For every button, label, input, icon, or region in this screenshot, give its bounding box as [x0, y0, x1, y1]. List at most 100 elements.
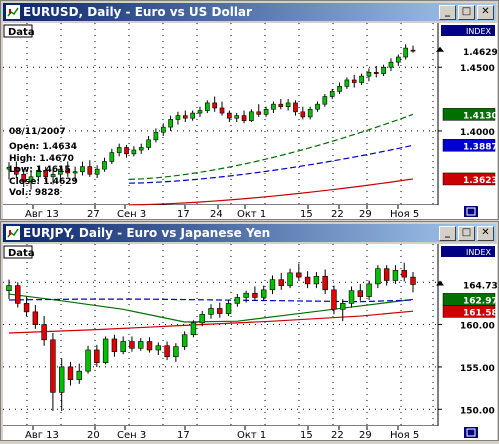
candle-bear: [304, 276, 311, 285]
title-bar[interactable]: EURUSD, Daily - Euro vs US Dollar _ □ ✕: [3, 3, 496, 21]
price-label: 1.4000: [460, 128, 495, 138]
candle-bull: [102, 338, 109, 363]
candle-bull: [102, 161, 107, 170]
candle-bull: [234, 297, 241, 304]
candle-bull: [58, 366, 65, 393]
close-button[interactable]: ✕: [477, 5, 494, 20]
candle-bull: [359, 75, 364, 83]
time-axis: [3, 205, 438, 219]
info-date: 08/11/2007: [9, 127, 66, 137]
candle-bull: [260, 289, 267, 298]
info-volume: Vol.: 9828: [9, 188, 60, 198]
price-badge-text: 161.58: [463, 308, 497, 318]
candle-bull: [146, 139, 151, 148]
candle-bull: [85, 349, 91, 372]
candles: [6, 262, 416, 411]
price-badge: [443, 278, 495, 291]
candle-bear: [146, 341, 153, 351]
moving-average-line: [128, 178, 414, 206]
time-label: Ноя 5: [390, 430, 419, 440]
info-open: Open: 1.4634: [9, 142, 77, 152]
ohlc-info: 08/11/2007 Open: 1.4634 High: 1.4670 Low…: [9, 127, 78, 198]
candle-bull: [80, 166, 85, 172]
time-label: 15: [300, 430, 313, 440]
candle-bear: [331, 289, 337, 310]
candle-bull: [94, 168, 100, 175]
candle-bear: [164, 345, 170, 358]
time-label: Сен 3: [117, 430, 146, 440]
candle-bear: [278, 279, 284, 286]
candle-bear: [410, 49, 416, 52]
candle-bear: [252, 292, 258, 298]
time-axis-labels: Авг 13 27 Сен 3 17 24 Окт 1 15 22 29 Ноя 5: [25, 205, 419, 220]
candle-bull: [6, 285, 12, 291]
candle-bull: [381, 66, 386, 74]
price-axis-labels: 1.4500 1.4000: [438, 64, 495, 138]
title-bar[interactable]: EURJPY, Daily - Euro vs Japanese Yen _ □ ✕: [3, 224, 496, 242]
index-button[interactable]: [441, 25, 495, 36]
candle-bull: [243, 292, 249, 298]
minimize-button[interactable]: _: [439, 5, 456, 20]
price-badge-text: 162.97: [463, 296, 497, 306]
candle-bull: [271, 103, 276, 110]
candle-bear: [357, 290, 364, 297]
time-label: 17: [177, 209, 190, 219]
candle-bear: [21, 173, 27, 183]
candle-bear: [212, 102, 217, 109]
index-label: INDEX: [466, 248, 492, 257]
eurusd-price-chart[interactable]: Авг 13 27 Сен 3 17 24 Окт 1 15 22 29 Ноя 5 1.4500…: [3, 23, 498, 220]
eurjpy-chart-window: EURJPY, Daily - Euro vs Japanese Yen _ □ ✕…: [0, 221, 499, 441]
moving-average-line: [8, 298, 414, 303]
candle-bear: [87, 166, 93, 175]
maximize-button[interactable]: □: [458, 226, 475, 241]
candle-bear: [300, 111, 306, 118]
maximize-button[interactable]: □: [458, 5, 475, 20]
candle-bull: [329, 91, 335, 97]
candle-bear: [219, 107, 225, 114]
time-label: 15: [300, 209, 313, 219]
close-button[interactable]: ✕: [477, 226, 494, 241]
data-label: Data: [8, 27, 35, 38]
price-badge: [442, 108, 496, 121]
price-badge: [442, 172, 496, 186]
candle-bull: [199, 314, 205, 324]
candle-bull: [388, 61, 394, 68]
candle-bull: [315, 103, 320, 110]
time-label: 27: [87, 209, 100, 219]
candle-bull: [392, 270, 399, 281]
candle-bull: [395, 56, 401, 63]
candle-bull: [36, 170, 41, 178]
price-label: 155.00: [460, 364, 495, 374]
candle-bull: [263, 108, 269, 115]
candle-bear: [278, 103, 284, 108]
candle-bear: [241, 115, 247, 122]
time-label: 17: [177, 430, 190, 440]
candle-bull: [131, 149, 137, 155]
index-button[interactable]: [441, 246, 495, 257]
candle-bull: [109, 152, 115, 162]
minimize-button[interactable]: _: [439, 226, 456, 241]
moving-averages: [128, 113, 414, 206]
price-label: 160.00: [460, 322, 495, 332]
candle-bull: [50, 173, 56, 178]
time-label: 24: [210, 209, 223, 219]
data-label-box: [3, 24, 33, 38]
properties-icon[interactable]: [464, 206, 478, 217]
time-axis: [3, 426, 438, 440]
info-close: Close: 1.4629: [9, 177, 78, 187]
candle-bull: [337, 86, 342, 92]
candle-bear: [293, 102, 298, 113]
price-badges: 164.73 162.97 161.58: [436, 278, 498, 318]
time-label: Ноя 5: [390, 209, 419, 219]
candle-bull: [72, 171, 78, 174]
candle-bear: [373, 72, 379, 74]
price-badge: [442, 139, 496, 152]
candle-bear: [227, 112, 232, 119]
candle-bear: [23, 303, 30, 313]
chart-icon: [6, 226, 20, 240]
data-label: Data: [8, 248, 35, 259]
candle-bull: [160, 126, 166, 133]
properties-icon[interactable]: [464, 427, 478, 438]
candle-bull: [181, 334, 188, 347]
